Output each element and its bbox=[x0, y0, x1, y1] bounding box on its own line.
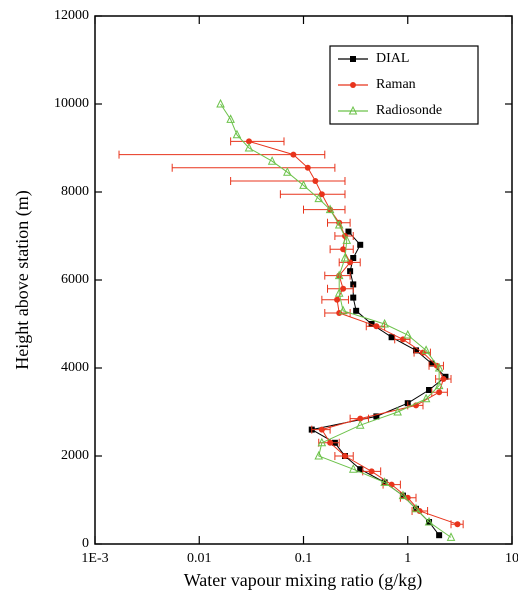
data-point bbox=[341, 453, 348, 459]
data-point bbox=[353, 307, 360, 314]
data-point bbox=[312, 178, 319, 184]
data-point bbox=[340, 285, 347, 292]
data-point bbox=[325, 204, 335, 214]
data-point bbox=[355, 420, 365, 429]
data-point bbox=[232, 129, 242, 139]
data-point bbox=[314, 193, 324, 203]
y-tick-label: 0 bbox=[82, 536, 89, 551]
data-point bbox=[318, 191, 325, 198]
x-tick-label: 0.1 bbox=[295, 551, 313, 566]
data-point bbox=[334, 270, 344, 280]
data-point bbox=[304, 164, 311, 171]
data-point bbox=[350, 294, 357, 301]
data-point bbox=[424, 516, 434, 526]
data-point bbox=[318, 426, 325, 433]
data-point bbox=[373, 413, 380, 420]
data-point bbox=[426, 387, 433, 393]
data-point bbox=[342, 235, 352, 244]
error-bar bbox=[279, 190, 346, 199]
data-point bbox=[380, 318, 389, 328]
data-point bbox=[403, 329, 413, 339]
data-point bbox=[350, 255, 357, 261]
data-point bbox=[454, 521, 461, 528]
y-tick-label: 12000 bbox=[54, 8, 89, 23]
legend-label: Raman bbox=[376, 77, 416, 92]
series-line bbox=[220, 103, 452, 538]
y-tick-label: 10000 bbox=[54, 96, 89, 111]
data-point bbox=[244, 142, 254, 152]
error-bar bbox=[230, 137, 285, 146]
data-point bbox=[373, 323, 380, 330]
data-point bbox=[393, 406, 402, 416]
y-tick-label: 8000 bbox=[61, 184, 89, 199]
legend-marker bbox=[350, 82, 356, 88]
data-point bbox=[411, 503, 421, 513]
data-point bbox=[327, 439, 334, 446]
data-point bbox=[317, 437, 327, 447]
data-point bbox=[436, 532, 443, 539]
data-point bbox=[434, 362, 444, 372]
legend-entry: DIAL bbox=[338, 51, 409, 66]
data-point bbox=[216, 98, 225, 108]
series-line bbox=[310, 231, 447, 536]
legend-label: DIAL bbox=[376, 51, 409, 66]
data-point bbox=[334, 296, 341, 303]
data-point bbox=[345, 228, 352, 235]
data-point bbox=[421, 393, 431, 403]
series-line bbox=[248, 140, 458, 525]
data-point bbox=[380, 477, 389, 486]
error-bar bbox=[303, 205, 346, 214]
data-point bbox=[357, 415, 364, 422]
x-tick-label: 10 bbox=[505, 551, 518, 566]
series bbox=[216, 98, 456, 541]
data-point bbox=[299, 180, 308, 189]
data-point bbox=[347, 268, 354, 275]
data-point bbox=[340, 246, 347, 253]
legend-entry: Raman bbox=[338, 77, 416, 92]
data-point bbox=[334, 219, 344, 229]
data-point bbox=[357, 466, 364, 473]
data-point bbox=[428, 360, 435, 367]
x-axis-label: Water vapour mixing ratio (g/kg) bbox=[184, 570, 422, 591]
series bbox=[118, 137, 464, 529]
data-point bbox=[357, 241, 364, 248]
data-point bbox=[388, 334, 395, 341]
data-point bbox=[334, 288, 344, 297]
data-point bbox=[226, 114, 235, 123]
legend-marker bbox=[348, 105, 358, 115]
y-tick-label: 6000 bbox=[61, 272, 89, 287]
y-tick-label: 4000 bbox=[61, 360, 89, 375]
data-point bbox=[368, 468, 375, 475]
data-point bbox=[350, 281, 357, 288]
data-point bbox=[434, 380, 444, 390]
data-point bbox=[245, 138, 252, 145]
data-point bbox=[421, 345, 431, 354]
legend-marker bbox=[350, 56, 356, 62]
legend-entry: Radiosonde bbox=[338, 103, 442, 118]
data-point bbox=[436, 389, 443, 396]
data-point bbox=[446, 532, 456, 541]
data-point bbox=[413, 347, 420, 354]
series bbox=[308, 228, 449, 539]
data-point bbox=[440, 376, 447, 382]
y-axis-label: Height above station (m) bbox=[12, 190, 33, 369]
legend-label: Radiosonde bbox=[376, 103, 442, 118]
data-point bbox=[314, 450, 324, 460]
data-point bbox=[348, 464, 358, 473]
error-bar bbox=[230, 177, 346, 185]
x-tick-label: 1E-3 bbox=[81, 551, 108, 566]
data-point bbox=[398, 490, 408, 500]
x-tick-label: 1 bbox=[404, 551, 411, 566]
data-point bbox=[388, 481, 395, 488]
x-tick-label: 0.01 bbox=[187, 551, 212, 566]
y-tick-label: 2000 bbox=[61, 448, 89, 463]
data-point bbox=[267, 156, 277, 165]
data-point bbox=[340, 252, 350, 262]
data-point bbox=[283, 167, 292, 176]
data-point bbox=[338, 305, 348, 315]
data-point bbox=[290, 151, 297, 158]
